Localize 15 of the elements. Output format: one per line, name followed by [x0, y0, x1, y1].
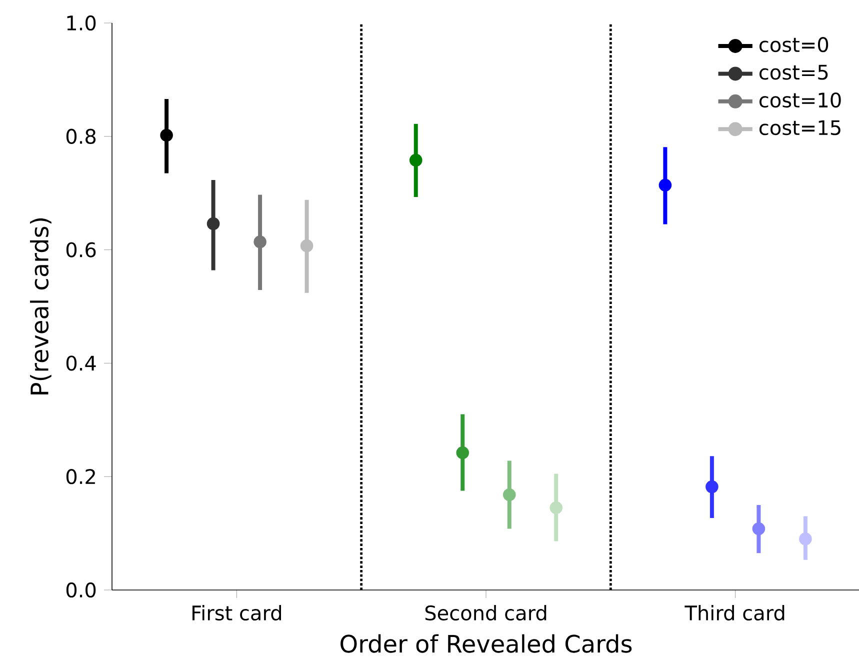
y-axis-title: P(reveal cards) — [30, 218, 52, 394]
x-tick-label: Third card — [684, 605, 784, 621]
legend-label: cost=15 — [760, 120, 840, 136]
y-tick-label: 1.0 — [67, 15, 96, 31]
legend-label: cost=0 — [760, 37, 828, 52]
y-tick-label: 0.4 — [66, 356, 96, 371]
y-tick-label: 0.6 — [66, 242, 96, 258]
x-tick-label: First card — [192, 605, 281, 621]
x-axis-title: Order of Revealed Cards — [340, 634, 632, 653]
y-tick-label: 0.0 — [66, 582, 96, 598]
x-tick-label: Second card — [425, 605, 546, 621]
legend-label: cost=10 — [760, 92, 841, 108]
y-tick-label: 0.8 — [66, 128, 96, 144]
legend-label: cost=5 — [760, 64, 828, 80]
y-tick-label: 0.2 — [66, 469, 95, 484]
